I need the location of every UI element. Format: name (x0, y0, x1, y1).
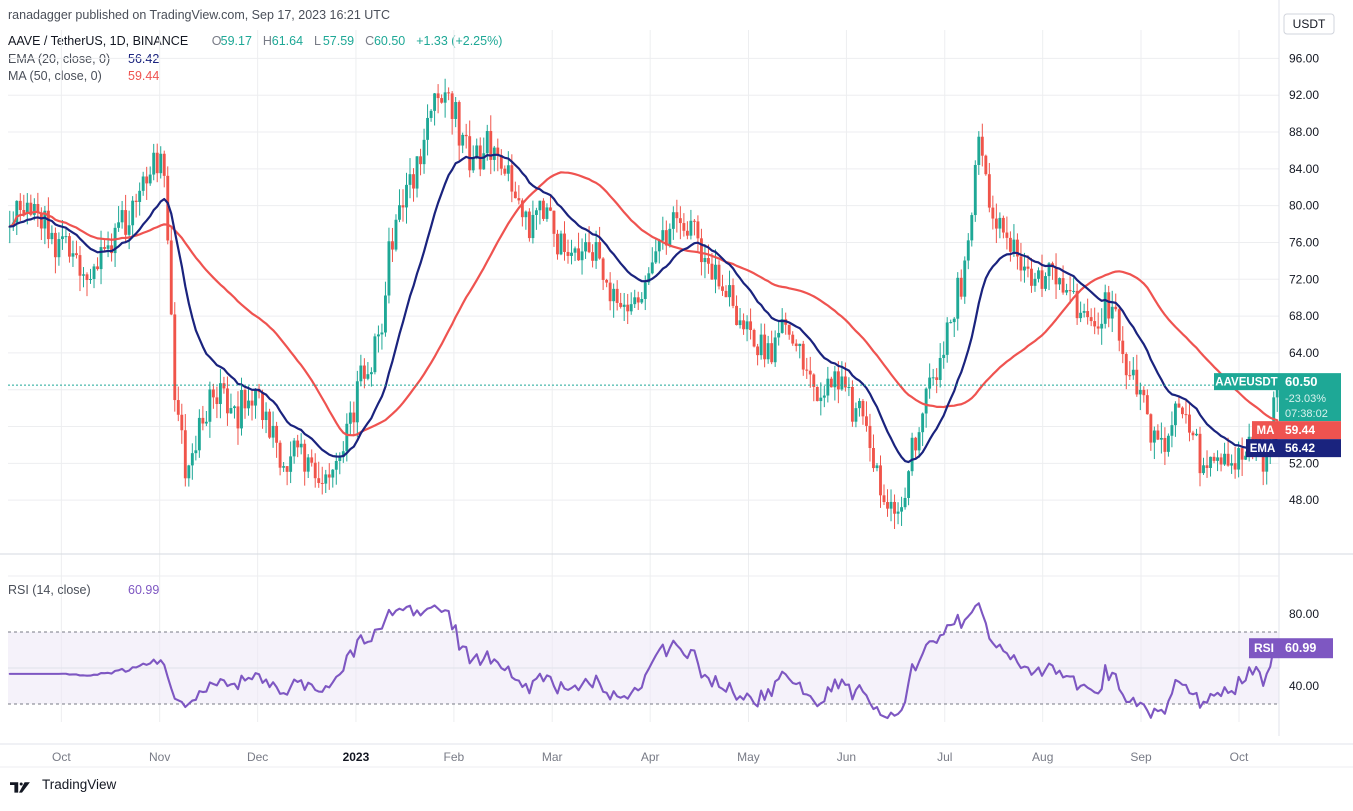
svg-text:59.44: 59.44 (1285, 423, 1315, 437)
svg-text:72.00: 72.00 (1289, 272, 1319, 286)
svg-text:60.50: 60.50 (1285, 374, 1318, 389)
svg-text:57.59: 57.59 (323, 34, 354, 48)
svg-text:68.00: 68.00 (1289, 309, 1319, 323)
svg-text:Sep: Sep (1130, 750, 1152, 764)
svg-text:76.00: 76.00 (1289, 235, 1319, 249)
svg-text:Jun: Jun (837, 750, 856, 764)
svg-text:Apr: Apr (641, 750, 660, 764)
svg-text:40.00: 40.00 (1289, 679, 1319, 693)
svg-text:60.99: 60.99 (128, 583, 159, 597)
svg-text:Dec: Dec (247, 750, 268, 764)
svg-text:64.00: 64.00 (1289, 346, 1319, 360)
svg-text:88.00: 88.00 (1289, 125, 1319, 139)
svg-text:84.00: 84.00 (1289, 162, 1319, 176)
svg-text:Aug: Aug (1032, 750, 1053, 764)
svg-text:May: May (737, 750, 760, 764)
svg-text:Nov: Nov (149, 750, 170, 764)
svg-text:TradingView: TradingView (42, 777, 117, 792)
svg-text:RSI (14, close): RSI (14, close) (8, 583, 91, 597)
svg-text:Oct: Oct (52, 750, 71, 764)
svg-text:Mar: Mar (542, 750, 563, 764)
svg-text:ranadagger published on Tradin: ranadagger published on TradingView.com,… (8, 8, 390, 22)
svg-text:RSI: RSI (1254, 641, 1274, 655)
svg-text:EMA (20, close, 0): EMA (20, close, 0) (8, 52, 110, 66)
svg-text:AAVEUSDT: AAVEUSDT (1215, 377, 1277, 389)
svg-text:L: L (314, 34, 321, 48)
svg-text:52.00: 52.00 (1289, 456, 1319, 470)
svg-text:MA (50, close, 0): MA (50, close, 0) (8, 69, 102, 83)
svg-text:-23.03%: -23.03% (1285, 393, 1326, 405)
svg-text:56.42: 56.42 (128, 52, 159, 66)
svg-text:60.99: 60.99 (1285, 641, 1316, 655)
svg-text:59.44: 59.44 (128, 69, 159, 83)
svg-text:+1.33 (+2.25%): +1.33 (+2.25%) (416, 34, 502, 48)
svg-text:EMA: EMA (1250, 443, 1276, 455)
svg-text:Jul: Jul (937, 750, 952, 764)
svg-text:96.00: 96.00 (1289, 51, 1319, 65)
svg-text:59.17: 59.17 (221, 34, 252, 48)
svg-text:2023: 2023 (343, 750, 370, 764)
svg-text:AAVE / TetherUS, 1D, BINANCE: AAVE / TetherUS, 1D, BINANCE (8, 34, 188, 48)
svg-text:80.00: 80.00 (1289, 199, 1319, 213)
svg-text:C: C (365, 34, 374, 48)
svg-text:61.64: 61.64 (272, 34, 303, 48)
svg-text:92.00: 92.00 (1289, 88, 1319, 102)
svg-text:56.42: 56.42 (1285, 441, 1315, 455)
svg-text:USDT: USDT (1293, 17, 1326, 31)
svg-text:MA: MA (1257, 425, 1275, 437)
svg-text:H: H (263, 34, 272, 48)
svg-text:Feb: Feb (444, 750, 465, 764)
svg-text:60.50: 60.50 (374, 34, 405, 48)
svg-text:Oct: Oct (1230, 750, 1249, 764)
svg-text:80.00: 80.00 (1289, 607, 1319, 621)
svg-text:48.00: 48.00 (1289, 493, 1319, 507)
svg-text:07:38:02: 07:38:02 (1285, 408, 1328, 420)
